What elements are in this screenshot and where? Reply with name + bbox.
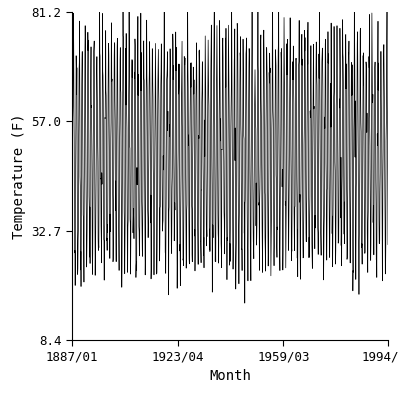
X-axis label: Month: Month [209,369,251,383]
Y-axis label: Temperature (F): Temperature (F) [12,113,26,239]
